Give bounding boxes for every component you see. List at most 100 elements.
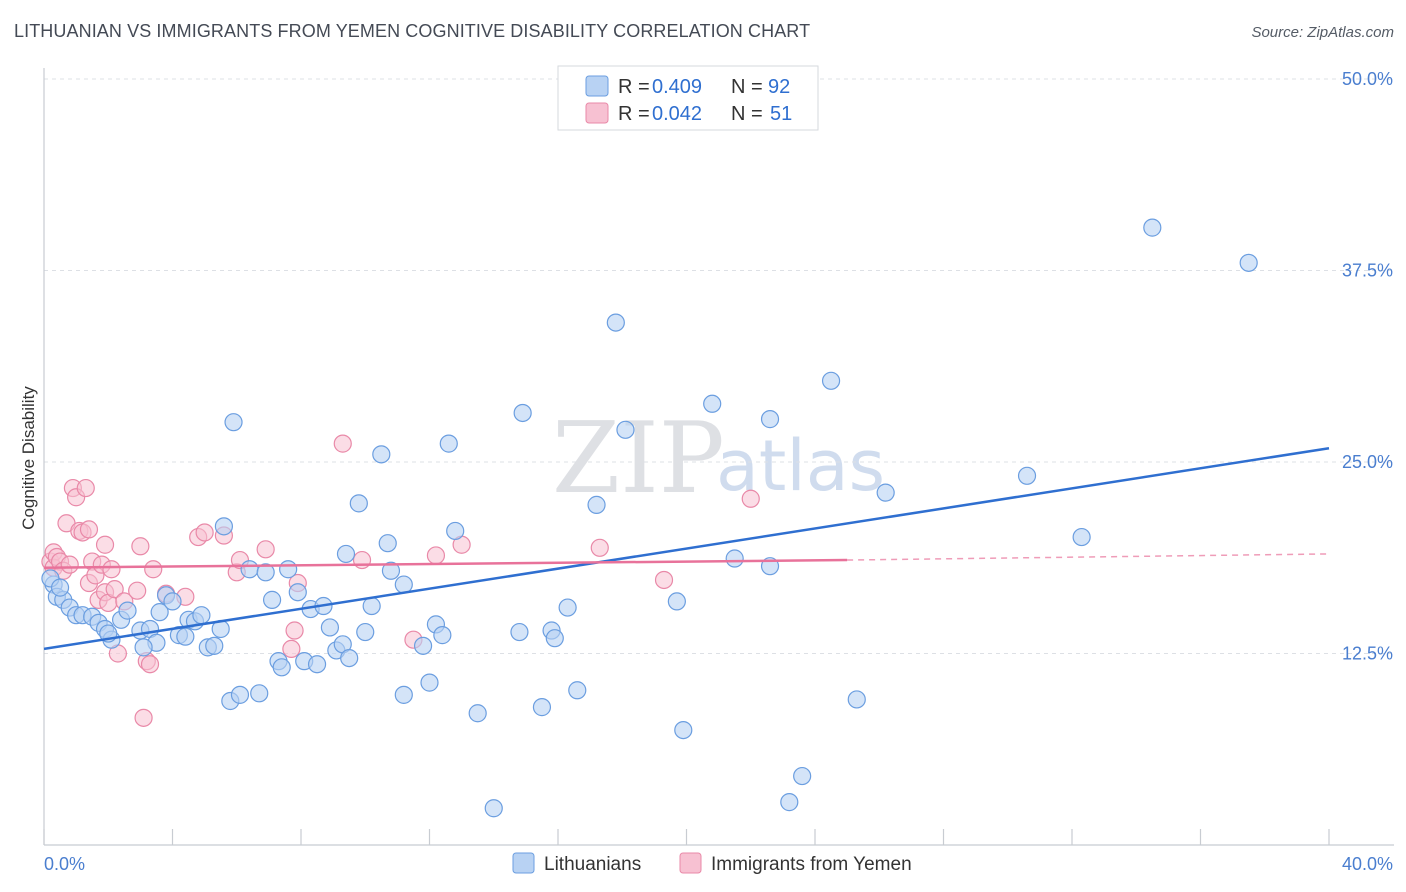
lithuanian-point: [793, 766, 812, 786]
y-tick-label: 12.5%: [1342, 644, 1393, 664]
legend-n-value-1: 92: [768, 76, 790, 98]
yemen-point: [426, 546, 446, 565]
yemen-point: [144, 560, 163, 579]
x-axis-ticks: [43, 829, 1330, 845]
lithuanian-point: [288, 583, 307, 602]
lithuanian-point: [876, 483, 895, 502]
yemen-point: [95, 535, 115, 554]
watermark: ZIP atlas: [552, 402, 885, 516]
yemen-point: [256, 540, 275, 559]
lithuanian-point: [134, 638, 153, 657]
lithuanian-point: [349, 494, 368, 513]
yemen-point: [60, 555, 79, 574]
lithuanian-point: [568, 681, 587, 700]
lithuanian-point: [150, 603, 169, 622]
lithuanian-point: [587, 495, 606, 514]
legend-r-value-1: 0.409: [652, 76, 702, 98]
series-yemen-points: [41, 434, 760, 727]
y-tick-label: 37.5%: [1342, 261, 1393, 281]
lithuanian-point: [667, 592, 686, 611]
trend-line-yemen: [43, 558, 848, 569]
x-tick-label-min: 0.0%: [44, 854, 85, 874]
lithuanian-point: [484, 799, 503, 818]
yemen-point: [140, 655, 160, 674]
yemen-point: [131, 537, 150, 556]
lithuanian-point: [1017, 466, 1037, 485]
lithuanian-point: [230, 685, 250, 704]
lithuanian-point: [320, 618, 340, 637]
lithuanian-point: [703, 394, 722, 413]
bottom-legend-label-yemen: Immigrants from Yemen: [711, 854, 912, 875]
yemen-point: [102, 560, 121, 579]
lithuanian-point: [847, 690, 866, 709]
lithuanian-point: [606, 313, 625, 332]
bottom-legend-label-lithuanians: Lithuanians: [544, 854, 641, 875]
lithuanian-point: [725, 549, 744, 568]
lithuanian-point: [262, 590, 282, 609]
lithuanian-point: [780, 793, 799, 812]
lithuanian-point: [381, 561, 401, 580]
lithuanian-point: [413, 636, 433, 655]
lithuanian-point: [420, 673, 439, 692]
lithuanian-point: [513, 403, 532, 423]
legend-n-label-2: N =: [731, 103, 763, 125]
lithuanian-point: [468, 704, 487, 723]
yemen-point: [654, 570, 674, 590]
yemen-point: [352, 550, 372, 570]
lithuanian-point: [240, 560, 259, 579]
y-tick-label: 50.0%: [1342, 69, 1393, 89]
yemen-point: [134, 708, 153, 727]
lithuanian-point: [50, 578, 70, 597]
legend-r-value-2: 0.042: [652, 103, 702, 125]
lithuanian-point: [176, 627, 195, 646]
legend-swatch-lithuanians: [585, 75, 609, 97]
legend-n-label-1: N =: [731, 76, 763, 98]
lithuanian-point: [272, 658, 291, 677]
yemen-point: [741, 489, 760, 508]
lithuanian-point: [558, 598, 577, 617]
lithuanian-point: [616, 420, 635, 439]
lithuanian-point: [760, 410, 780, 429]
y-axis-tick-labels: 12.5% 25.0% 37.5% 50.0%: [1342, 69, 1393, 664]
lithuanian-point: [336, 544, 356, 564]
lithuanian-point: [1072, 527, 1091, 547]
series-lithuanians-points: [41, 218, 1258, 818]
lithuanian-point: [532, 698, 552, 717]
y-tick-label: 25.0%: [1342, 452, 1393, 472]
lithuanian-point: [205, 636, 224, 655]
yemen-point: [285, 621, 304, 640]
chart-title: LITHUANIAN VS IMMIGRANTS FROM YEMEN COGN…: [14, 21, 811, 41]
lithuanian-point: [446, 521, 465, 541]
lithuanian-point: [1143, 218, 1162, 237]
yemen-point: [128, 581, 147, 600]
lithuanian-point: [192, 606, 211, 625]
yemen-point: [590, 538, 609, 557]
axes: [43, 68, 1394, 846]
watermark-zip: ZIP: [552, 402, 725, 516]
legend-r-label-2: R =: [618, 103, 650, 125]
lithuanian-point: [510, 622, 529, 642]
lithuanian-point: [340, 648, 359, 668]
lithuanian-point: [356, 622, 375, 642]
legend-swatch-yemen: [585, 102, 609, 124]
lithuanian-point: [372, 445, 391, 464]
legend: R = 0.409 N = 92 R = 0.042 N = 51: [557, 65, 819, 131]
lithuanian-point: [224, 413, 243, 432]
lithuanian-point: [821, 371, 841, 390]
lithuanian-point: [362, 596, 381, 616]
lithuanian-point: [433, 626, 452, 645]
lithuanian-point: [256, 563, 275, 582]
yemen-point: [282, 639, 301, 659]
yemen-point: [195, 523, 214, 542]
lithuanian-point: [545, 629, 564, 648]
lithuanian-point: [674, 720, 693, 740]
lithuanian-point: [1239, 253, 1258, 272]
lithuanian-point: [250, 684, 269, 703]
yemen-point: [76, 478, 95, 498]
yemen-point: [333, 434, 352, 453]
source-credit: Source: ZipAtlas.com: [1251, 24, 1394, 41]
legend-r-label-1: R =: [618, 76, 650, 98]
yemen-point: [79, 520, 99, 539]
lithuanian-point: [214, 517, 233, 536]
